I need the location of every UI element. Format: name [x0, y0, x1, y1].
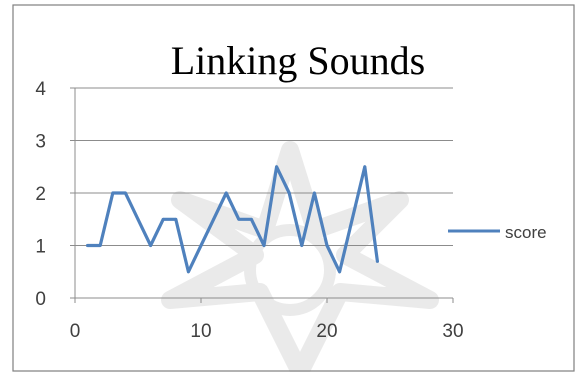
data-point-score-8	[174, 217, 178, 221]
data-point-score-6	[149, 244, 153, 247]
data-point-score-19	[313, 191, 316, 195]
data-point-score-7	[161, 217, 165, 221]
data-point-score-13	[237, 217, 241, 221]
data-point-score-16	[275, 165, 278, 169]
plot-area: 0 1 2 3 4 0 10 20 30	[35, 79, 463, 342]
data-point-score-15	[262, 244, 266, 247]
y-tick-label-0: 0	[35, 289, 46, 310]
chart-border	[12, 4, 575, 372]
x-tick-label-0: 0	[70, 321, 81, 342]
data-point-score-23	[363, 165, 367, 169]
data-point-score-20	[325, 244, 329, 247]
chart-title: Linking Sounds	[171, 38, 425, 83]
data-point-score-10	[199, 244, 203, 247]
data-point-score-3	[111, 191, 115, 195]
y-tick-label-4: 4	[35, 79, 46, 100]
x-tick-label-20: 20	[316, 321, 337, 342]
x-tick-label-30: 30	[442, 321, 463, 342]
data-point-score-12	[224, 191, 228, 195]
data-point-score-21	[338, 270, 341, 274]
data-point-score-22	[350, 217, 354, 221]
data-point-score-1	[86, 244, 89, 247]
data-point-score-11	[212, 217, 216, 221]
data-point-score-17	[287, 191, 291, 195]
y-tick-label-2: 2	[35, 184, 46, 205]
data-point-score-9	[187, 270, 190, 274]
y-tick-label-3: 3	[35, 132, 46, 153]
series-line-score	[85, 165, 379, 274]
y-tick-label-1: 1	[35, 237, 46, 258]
data-point-score-14	[250, 217, 253, 221]
legend-label-score: score	[505, 223, 547, 242]
legend: score	[448, 223, 547, 242]
data-point-score-2	[98, 244, 102, 247]
x-tick-label-10: 10	[190, 321, 211, 342]
data-point-score-4	[124, 191, 127, 195]
data-point-score-24	[376, 259, 379, 263]
data-point-score-18	[300, 244, 304, 247]
data-point-score-5	[136, 217, 140, 221]
